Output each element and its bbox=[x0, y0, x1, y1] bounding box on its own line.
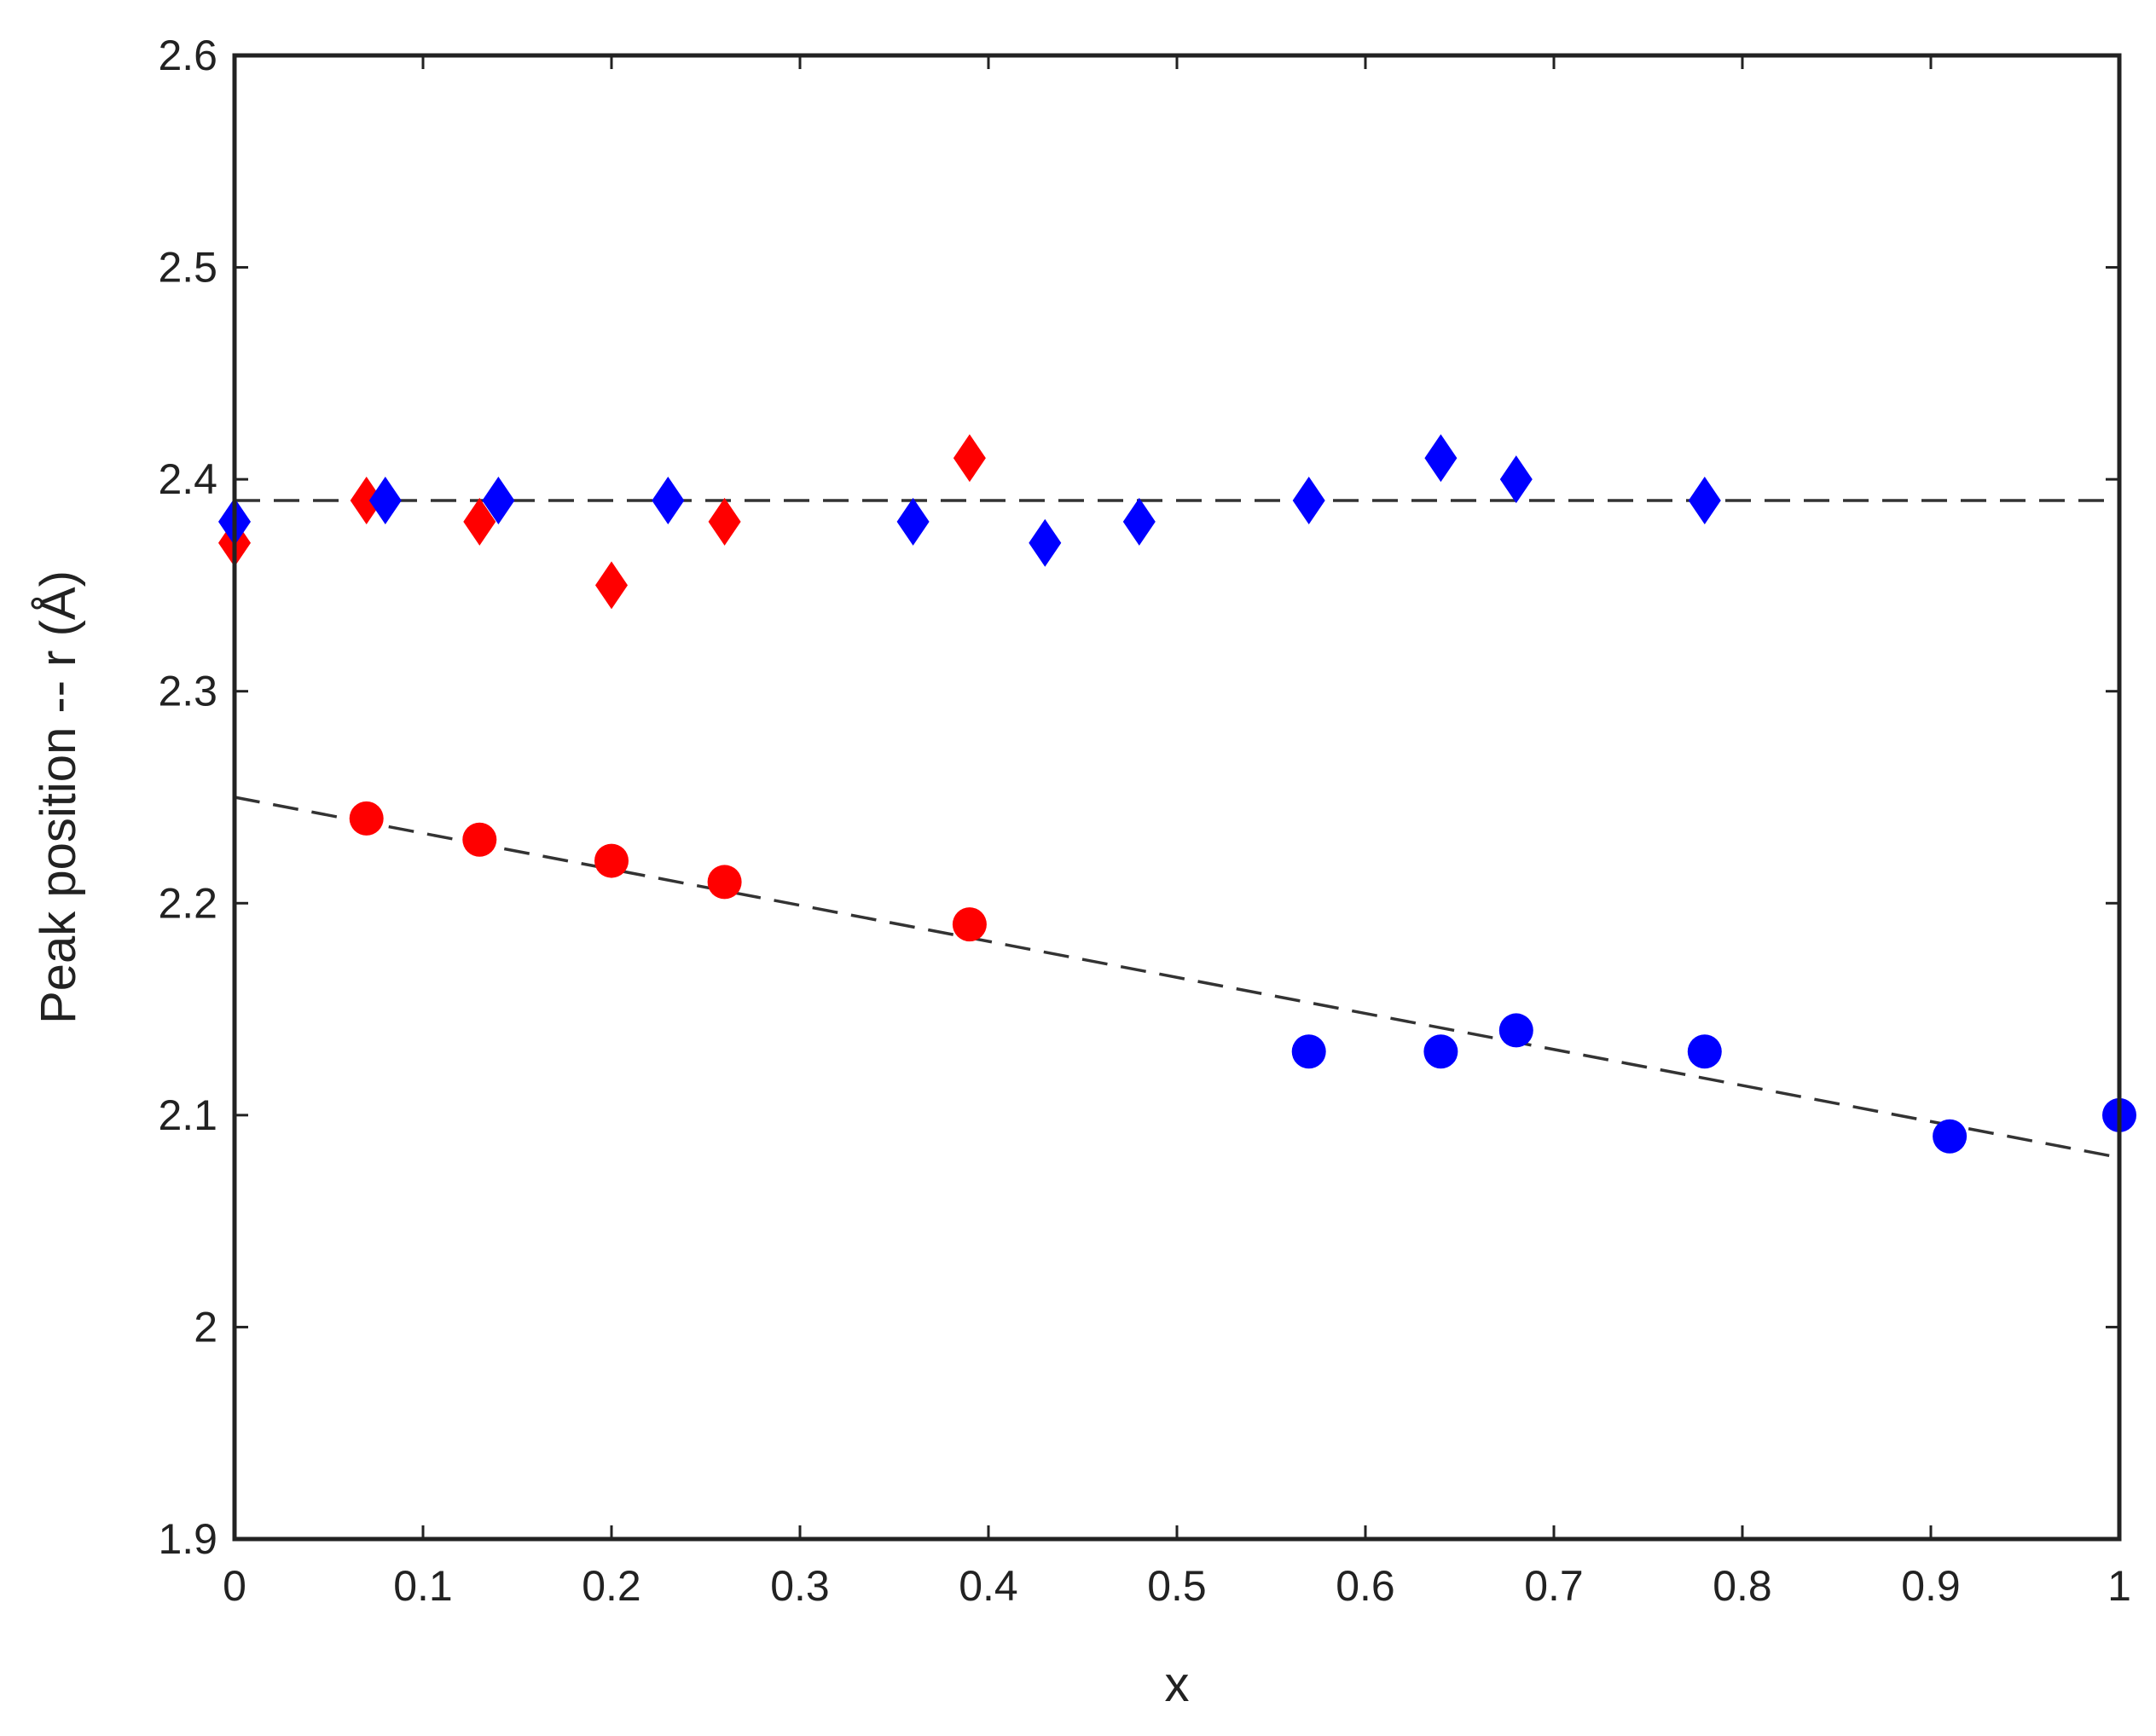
data-point-diamond bbox=[652, 477, 685, 524]
x-axis-label: x bbox=[1165, 1657, 1190, 1712]
y-tick-label: 2.1 bbox=[158, 1091, 217, 1139]
data-point-diamond bbox=[368, 477, 402, 524]
data-point-diamond bbox=[595, 561, 628, 610]
data-point-circle bbox=[594, 843, 629, 878]
reference-lines bbox=[234, 499, 2120, 1160]
y-tick-label: 2.5 bbox=[158, 244, 217, 292]
x-tick-label: 0.1 bbox=[393, 1562, 453, 1610]
data-point-diamond bbox=[1122, 497, 1156, 546]
data-point-diamond bbox=[463, 497, 496, 546]
data-point-diamond bbox=[896, 497, 930, 546]
axis-ticks bbox=[233, 54, 2121, 1541]
data-points bbox=[218, 434, 2136, 1154]
y-tick-label: 1.9 bbox=[158, 1515, 217, 1563]
data-point-diamond bbox=[953, 434, 986, 483]
x-tick-label: 0.6 bbox=[1336, 1562, 1395, 1610]
data-point-circle bbox=[462, 822, 497, 857]
y-tick-label: 2.3 bbox=[158, 668, 217, 715]
data-point-diamond bbox=[1424, 434, 1458, 483]
data-point-diamond bbox=[1688, 477, 1721, 524]
x-tick-label: 1 bbox=[2107, 1562, 2131, 1610]
data-point-circle bbox=[1498, 1013, 1533, 1048]
x-tick-label: 0.2 bbox=[582, 1562, 641, 1610]
x-tick-label: 0.3 bbox=[770, 1562, 830, 1610]
data-point-circle bbox=[1933, 1119, 1968, 1154]
data-point-diamond bbox=[1292, 477, 1325, 524]
y-tick-label: 2.2 bbox=[158, 879, 217, 927]
x-tick-label: 0 bbox=[223, 1562, 246, 1610]
y-tick-label: 2.6 bbox=[158, 32, 217, 79]
y-axis-label: Peak position -- r (Å) bbox=[31, 570, 86, 1024]
data-point-circle bbox=[707, 865, 742, 900]
x-tick-label: 0.5 bbox=[1147, 1562, 1207, 1610]
data-point-circle bbox=[1423, 1034, 1458, 1069]
data-point-diamond bbox=[1029, 518, 1062, 567]
x-tick-label: 0.4 bbox=[959, 1562, 1018, 1610]
data-point-circle bbox=[349, 801, 384, 836]
data-point-circle bbox=[1687, 1034, 1722, 1069]
data-point-diamond bbox=[1499, 455, 1533, 504]
data-point-circle bbox=[952, 907, 987, 942]
y-tick-label: 2 bbox=[194, 1303, 217, 1351]
x-tick-label: 0.8 bbox=[1713, 1562, 1772, 1610]
data-point-circle bbox=[1291, 1034, 1326, 1069]
y-tick-label: 2.4 bbox=[158, 455, 217, 503]
x-tick-label: 0.7 bbox=[1524, 1562, 1584, 1610]
plot-frame bbox=[232, 53, 2122, 1542]
x-tick-label: 0.9 bbox=[1901, 1562, 1961, 1610]
data-point-diamond bbox=[350, 477, 383, 524]
tick-labels: 0 0.1 0.2 0.3 0.4 0.5 0.6 0.7 0.8 0.9 1 1.9 2 2.1 2.2 2… bbox=[158, 32, 2130, 1610]
data-point-diamond bbox=[708, 497, 741, 546]
reference-line-trend bbox=[234, 796, 2120, 1160]
data-point-diamond bbox=[482, 477, 515, 524]
